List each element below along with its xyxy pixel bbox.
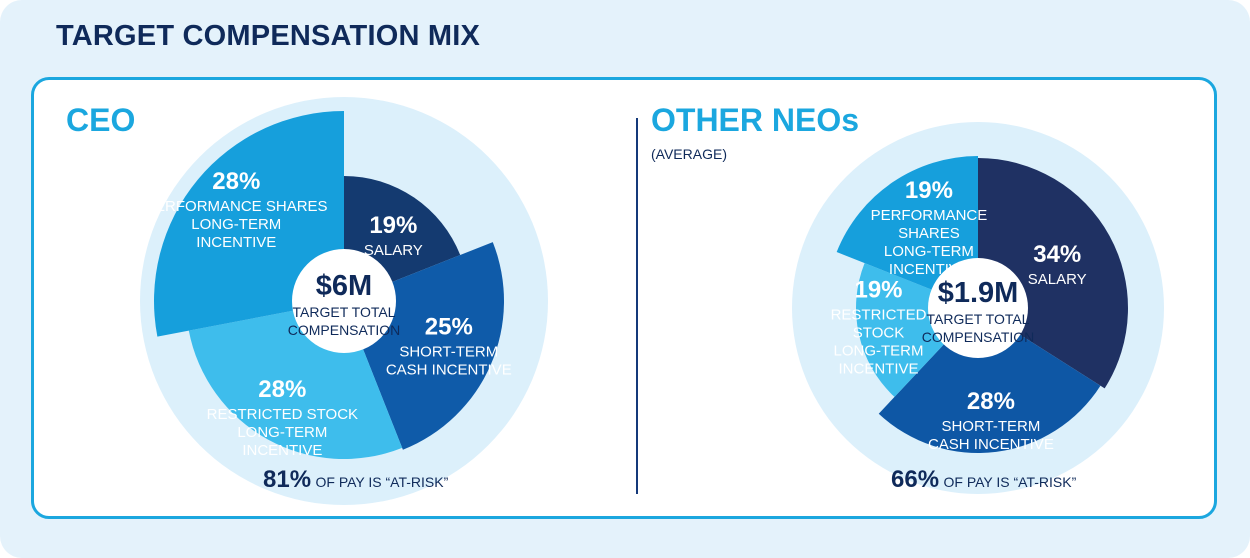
ceo-center-value: $6M <box>316 270 372 302</box>
neo-slice-label: LONG-TERM <box>834 343 924 360</box>
neo-center-value: $1.9M <box>938 277 1019 309</box>
ceo-slice-pct: 28% <box>212 168 260 195</box>
ceo-slice-label: INCENTIVE <box>196 234 276 251</box>
neo-slice-performance-shares-long-term-incentive <box>836 156 978 308</box>
ceo-pie-chart: $6M TARGET TOTAL COMPENSATION 19% SALARY 25% S… <box>140 97 548 505</box>
neo-slice-label: INCENTIVE <box>889 261 969 278</box>
neo-slice-label: INCENTIVE <box>838 361 918 378</box>
neo-slice-label: SALARY <box>1028 271 1087 288</box>
ceo-center-label: COMPENSATION <box>288 322 401 338</box>
ceo-slice-label: LONG-TERM <box>237 424 327 441</box>
neo-slice-label: RESTRICTED <box>831 307 927 324</box>
page-title: TARGET COMPENSATION MIX <box>56 20 481 52</box>
neo-slice-label: SHARES <box>898 225 960 242</box>
neo-at-risk-value: 66% <box>891 466 940 493</box>
neo-center-hole <box>928 258 1028 358</box>
neo-at-risk-text: OF PAY IS “AT-RISK” <box>943 474 1077 490</box>
ceo-slice-pct: 28% <box>258 376 306 403</box>
panel-divider <box>636 118 638 494</box>
neo-slice-pct: 19% <box>854 277 902 304</box>
neo-slice-label: LONG-TERM <box>884 243 974 260</box>
neo-panel-subtitle: (AVERAGE) <box>651 146 727 162</box>
neo-slice-label: STOCK <box>853 325 904 342</box>
neo-slice-pct: 34% <box>1033 241 1081 268</box>
ceo-center-label: TARGET TOTAL <box>293 304 396 320</box>
neo-slice-short-term-cash-incentive <box>878 308 1101 453</box>
ceo-slice-label: SALARY <box>364 242 423 259</box>
neo-center-label: TARGET TOTAL <box>927 311 1030 327</box>
ceo-center-hole <box>292 249 396 353</box>
ceo-slice-label: PERFORMANCE SHARES <box>145 198 328 215</box>
neo-slice-label: PERFORMANCE <box>871 207 988 224</box>
neo-slice-pct: 28% <box>967 388 1015 415</box>
ceo-at-risk: 81% OF PAY IS “AT-RISK” <box>263 466 448 494</box>
neo-center-label: COMPENSATION <box>922 329 1035 345</box>
ceo-slice-label: RESTRICTED STOCK <box>207 406 358 423</box>
neo-slice-label: CASH INCENTIVE <box>928 436 1054 453</box>
ceo-slice-label: LONG-TERM <box>191 216 281 233</box>
neo-at-risk: 66% OF PAY IS “AT-RISK” <box>891 466 1076 494</box>
ceo-slice-label: SHORT-TERM <box>399 343 498 360</box>
ceo-at-risk-text: OF PAY IS “AT-RISK” <box>315 474 449 490</box>
ceo-slice-label: INCENTIVE <box>242 442 322 459</box>
neo-slice-label: SHORT-TERM <box>941 418 1040 435</box>
ceo-panel-title: CEO <box>66 102 136 138</box>
ceo-at-risk-value: 81% <box>263 466 312 493</box>
neo-panel-title: OTHER NEOs <box>651 102 860 138</box>
ceo-slice-pct: 25% <box>425 313 473 340</box>
ceo-slice-pct: 19% <box>369 212 417 239</box>
neo-slice-pct: 19% <box>905 177 953 204</box>
ceo-slice-label: CASH INCENTIVE <box>386 361 512 378</box>
neo-pie-chart: $1.9M TARGET TOTAL COMPENSATION 34% SALARY 28… <box>792 122 1164 494</box>
